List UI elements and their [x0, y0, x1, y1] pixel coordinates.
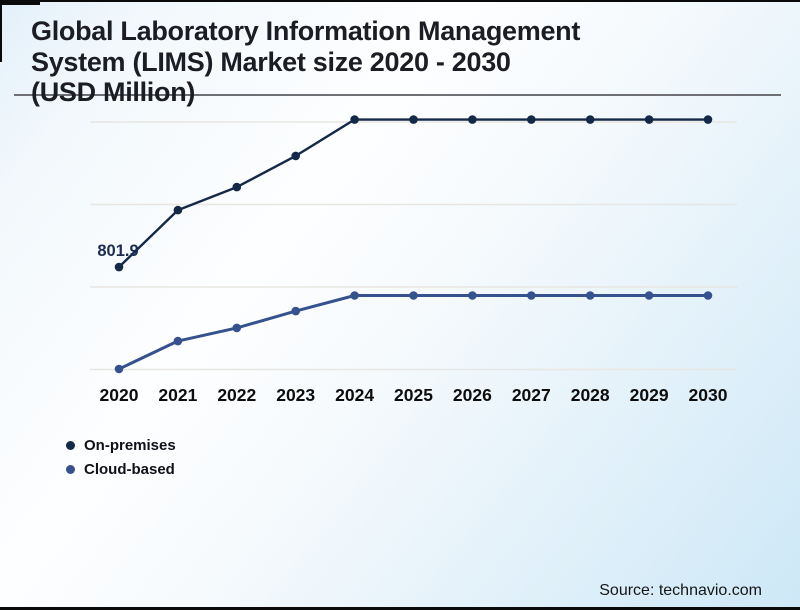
x-tick-label: 2029 — [630, 385, 669, 405]
title-line-1: Global Laboratory Information Management — [31, 16, 581, 46]
series-on-premises: 801.9 — [97, 115, 713, 272]
legend-label-cloud-based: Cloud-based — [84, 460, 175, 478]
top-border — [0, 0, 800, 2]
x-tick-label: 2028 — [571, 385, 610, 405]
x-tick-label: 2024 — [335, 385, 374, 405]
data-label: 801.9 — [97, 242, 138, 260]
x-tick-label: 2026 — [453, 385, 492, 405]
legend-marker-cloud-based-icon — [66, 464, 75, 474]
x-tick-label: 2023 — [276, 385, 315, 405]
x-tick-label: 2021 — [158, 385, 197, 405]
x-tick-label: 2020 — [100, 385, 139, 405]
gridlines — [90, 121, 737, 371]
left-corner-mark — [0, 0, 2, 62]
series-cloud-based — [114, 291, 713, 374]
bottom-border — [0, 607, 800, 610]
title-line-3: (USD Million) — [31, 77, 196, 107]
legend-item-cloud-based: Cloud-based — [66, 457, 176, 481]
chart-title: Global Laboratory Information Management… — [31, 16, 580, 108]
x-tick-label: 2027 — [512, 385, 551, 405]
source-attribution: Source: technavio.com — [599, 582, 762, 599]
top-left-corner-mark — [0, 0, 40, 5]
x-tick-label: 2030 — [689, 385, 728, 405]
legend-label-on-premises: On-premises — [84, 436, 176, 454]
title-separator-line — [14, 94, 781, 96]
legend-item-on-premises: On-premises — [66, 433, 176, 457]
x-tick-label: 2025 — [394, 385, 433, 405]
legend: On-premises Cloud-based — [66, 433, 176, 481]
title-line-2: System (LIMS) Market size 2020 - 2030 — [31, 46, 511, 77]
x-axis-labels: 2020 2021 2022 2023 2024 2025 2026 2027 2028 2029… — [100, 385, 728, 405]
legend-marker-on-premises-icon — [66, 440, 75, 450]
x-tick-label: 2022 — [217, 385, 256, 405]
